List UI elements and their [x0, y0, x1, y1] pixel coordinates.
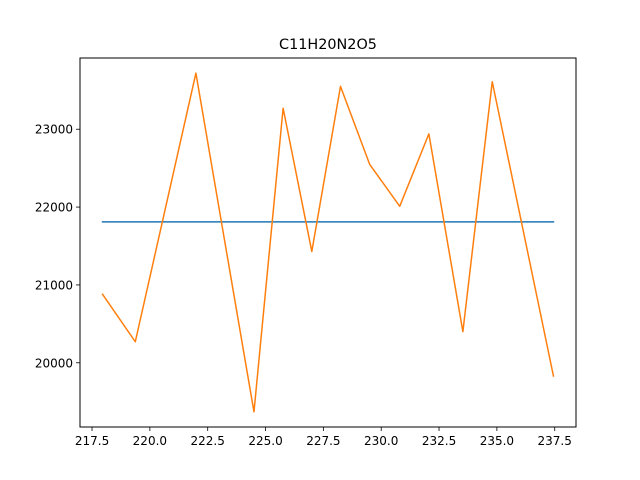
y-tick-label: 21000: [35, 278, 73, 292]
x-tick-label: 237.5: [538, 434, 572, 448]
series-layer: [101, 72, 555, 413]
y-axis: 20000 21000 22000 23000: [35, 123, 80, 370]
y-tick-label: 23000: [35, 123, 73, 137]
x-tick-label: 235.0: [480, 434, 514, 448]
x-tick-label: 217.5: [75, 434, 109, 448]
x-tick-label: 222.5: [191, 434, 225, 448]
x-tick-label: 225.0: [248, 434, 282, 448]
x-tick-label: 232.5: [422, 434, 456, 448]
x-tick-label: 230.0: [364, 434, 398, 448]
x-axis: 217.5 220.0 222.5 225.0 227.5 230.0 232.5 235.0…: [75, 427, 572, 448]
y-tick-label: 20000: [35, 356, 73, 370]
series-line-2: [101, 72, 555, 413]
x-tick-label: 220.0: [133, 434, 167, 448]
plot-area-frame: [79, 57, 577, 428]
chart-title: C11H20N2O5: [279, 37, 377, 53]
x-tick-label: 227.5: [306, 434, 340, 448]
y-tick-label: 22000: [35, 201, 73, 215]
